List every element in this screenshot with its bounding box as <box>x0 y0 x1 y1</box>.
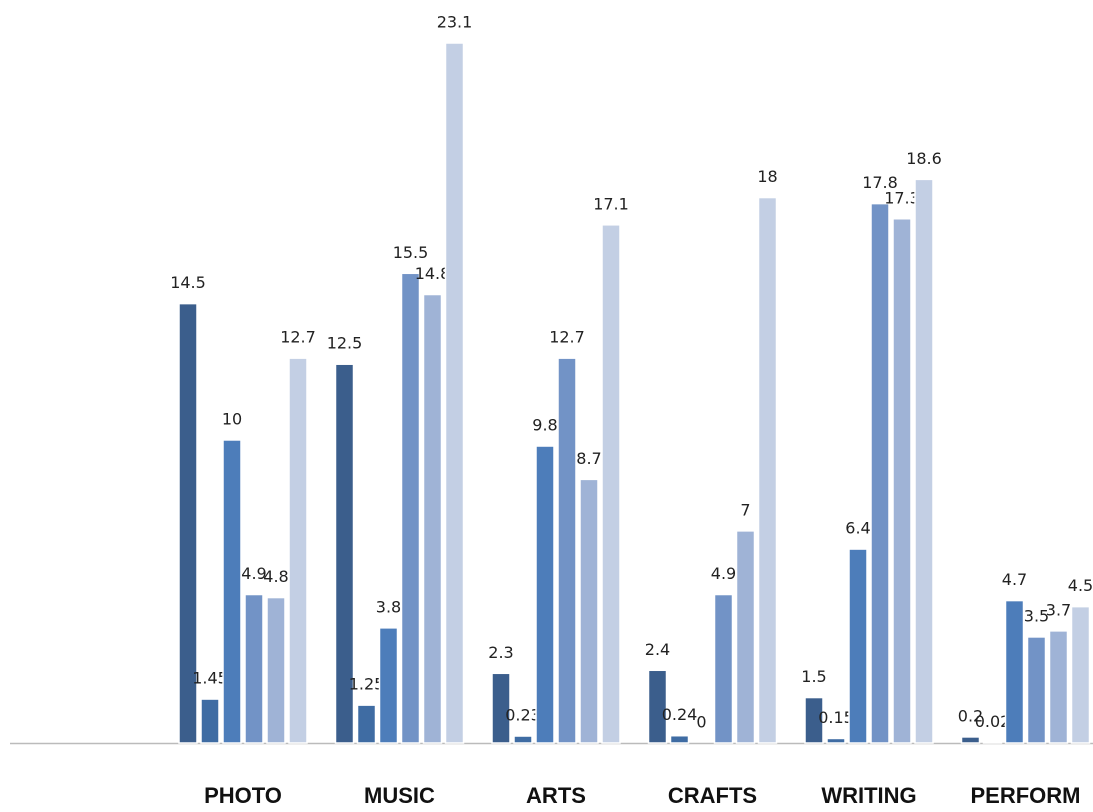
value-label: 0 <box>696 713 706 732</box>
value-label: 0.2 <box>958 706 983 725</box>
bar <box>713 593 734 744</box>
bar <box>982 741 1003 744</box>
bar <box>266 596 286 744</box>
value-label: 18.6 <box>906 149 942 168</box>
value-label: 3.5 <box>1024 606 1049 625</box>
bar <box>491 672 511 744</box>
bar <box>647 669 668 744</box>
bar <box>735 530 756 744</box>
bar <box>870 202 890 744</box>
x-tick-label: PHOTO <box>204 783 282 808</box>
bar <box>557 357 577 744</box>
value-label: 17.3 <box>884 188 920 207</box>
x-tick-label: MUSIC <box>364 783 435 808</box>
bar <box>356 704 377 744</box>
value-label: 18 <box>757 167 777 186</box>
value-label: 12.7 <box>549 328 585 347</box>
value-label: 4.9 <box>711 564 736 583</box>
bar <box>1070 605 1091 744</box>
x-tick-label: PERFORM <box>971 783 1081 808</box>
value-label: 4.5 <box>1068 576 1093 595</box>
value-label: 3.8 <box>376 597 401 616</box>
value-label: 3.7 <box>1046 600 1071 619</box>
bar <box>334 363 355 744</box>
value-label: 2.4 <box>645 640 670 659</box>
value-label: 7 <box>740 500 750 519</box>
bar <box>848 548 868 744</box>
value-label: 8.7 <box>576 449 601 468</box>
bar <box>579 478 599 744</box>
value-label: 0.24 <box>662 705 698 724</box>
bar <box>244 593 264 744</box>
value-label: 4.9 <box>241 564 266 583</box>
bar <box>444 42 465 744</box>
bar <box>400 272 421 744</box>
bar <box>535 445 555 744</box>
value-label: 12.7 <box>280 328 316 347</box>
value-label: 1.45 <box>192 669 228 688</box>
bar <box>200 698 220 744</box>
bar <box>960 736 981 744</box>
bar <box>1026 636 1047 744</box>
bar <box>378 627 399 744</box>
value-label: 17.1 <box>593 194 629 213</box>
value-label: 4.7 <box>1002 570 1027 589</box>
value-label: 0.15 <box>818 708 854 727</box>
value-label: 6.4 <box>845 519 870 538</box>
value-label: 10 <box>222 409 242 428</box>
value-label: 14.5 <box>170 273 206 292</box>
bar <box>892 218 912 744</box>
bar <box>288 357 308 744</box>
value-label: 2.3 <box>488 643 513 662</box>
bar <box>1048 630 1069 744</box>
value-label: 0.02 <box>975 712 1011 731</box>
x-tick-label: CRAFTS <box>668 783 757 808</box>
value-label: 23.1 <box>437 13 473 32</box>
bar <box>804 696 824 744</box>
bar <box>601 224 621 744</box>
bar <box>422 293 443 744</box>
value-label: 14.8 <box>415 264 451 283</box>
bar <box>513 735 533 744</box>
value-label: 1.25 <box>349 675 385 694</box>
bar <box>178 302 198 744</box>
bar <box>222 439 242 744</box>
value-label: 1.5 <box>801 667 826 686</box>
bar <box>1004 599 1025 744</box>
x-tick-label: ARTS <box>526 783 586 808</box>
value-label: 9.8 <box>532 416 557 435</box>
bar <box>826 737 846 744</box>
value-label: 0.23 <box>505 706 541 725</box>
bar <box>757 196 778 744</box>
bar <box>669 734 690 744</box>
x-tick-label: WRITING <box>821 783 916 808</box>
value-label: 15.5 <box>393 243 429 262</box>
value-label: 4.8 <box>263 567 288 586</box>
value-label: 17.8 <box>862 173 898 192</box>
bar <box>914 178 934 744</box>
value-label: 12.5 <box>327 334 363 353</box>
